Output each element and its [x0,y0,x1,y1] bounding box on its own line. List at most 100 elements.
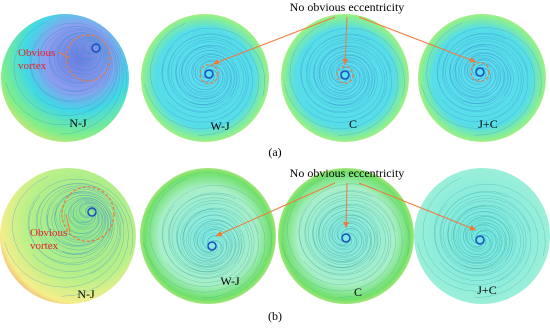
streamline [54,32,107,83]
streamline [306,33,399,136]
callout-arrow [358,182,477,231]
streamline [39,25,124,135]
streamline [150,22,247,123]
flow-disc [281,14,409,142]
highlight-ring [61,186,115,242]
panel-label: C [354,285,362,299]
streamline [27,178,134,264]
streamline [37,26,111,96]
highlight-ring [65,34,111,82]
callout-arrow [212,16,336,65]
note-arrow [65,213,71,233]
streamline [180,208,233,267]
vortex-note: Obvious vortex [30,227,67,252]
streamline [305,190,403,298]
streamline [313,56,369,103]
streamline [284,39,392,130]
streamline [4,187,125,288]
streamline [316,46,366,100]
callout: No obvious eccentricity [290,166,405,180]
streamline [426,22,522,122]
streamline [169,192,266,299]
panel-label: N-J [69,116,87,130]
streamline [457,49,512,97]
streamline [298,183,410,275]
streamline [447,218,507,267]
streamline [422,177,525,286]
streamline [449,54,505,101]
streamline [287,177,389,285]
streamline [40,185,124,254]
streamline [144,39,253,130]
caption: (b) [268,309,282,323]
streamline [186,215,243,264]
streamline [29,22,127,101]
streamline [12,176,120,279]
flow-disc [278,168,414,304]
streamline [433,183,546,276]
panel-label: W-J [220,274,240,288]
vortex-core [91,43,101,53]
vortex-core [87,207,97,217]
panel-label: C [349,117,357,131]
streamline [149,177,253,287]
streamline [281,197,396,292]
streamline [305,34,373,109]
streamline [325,53,373,106]
streamline [460,51,509,105]
callout-arrow [358,16,477,63]
streamline [439,192,511,272]
callout-arrow [342,16,349,66]
vortex-core [204,69,214,79]
streamline [175,56,232,103]
flow-disc [140,168,276,304]
streamline [452,44,502,98]
streamline [421,38,529,129]
panel-label: J+C [477,283,496,297]
panel-label: W-J [210,119,230,133]
panel-label: N-J [77,287,95,301]
streamline [459,214,510,270]
streamline [321,210,379,260]
streamline [450,205,503,264]
note-arrow [57,51,71,59]
highlight-ring [336,65,354,84]
streamline [190,218,240,273]
vortex-core [475,67,485,77]
vortex-note: Obvious vortex [18,47,55,72]
panel-label: J+C [478,117,497,131]
streamline [167,193,240,275]
streamline [176,222,236,270]
flow-disc [1,14,129,142]
flow-disc [0,168,136,304]
streamline [161,184,272,278]
streamline [35,183,112,259]
streamline [300,27,405,112]
streamline [37,182,129,297]
callout-arrow [343,182,350,229]
vortex-core [341,233,351,243]
streamline [417,197,532,292]
vortex-core [475,235,485,245]
streamline [161,27,265,112]
caption: (a) [268,145,281,159]
streamline [168,33,260,136]
highlight-ring [199,63,219,85]
streamline [13,21,117,116]
streamline [304,191,376,271]
streamline [184,50,238,98]
vortex-core [207,241,217,251]
callout: No obvious eccentricity [290,0,405,14]
streamline [289,22,386,123]
streamline [188,53,235,106]
callout-arrow [215,182,336,237]
streamline [436,27,542,111]
streamline [442,33,509,107]
streamline [61,197,111,255]
streamline [456,211,514,261]
streamline [312,217,372,266]
streamline [316,204,368,262]
highlight-ring [470,61,490,83]
streamline [51,191,107,246]
